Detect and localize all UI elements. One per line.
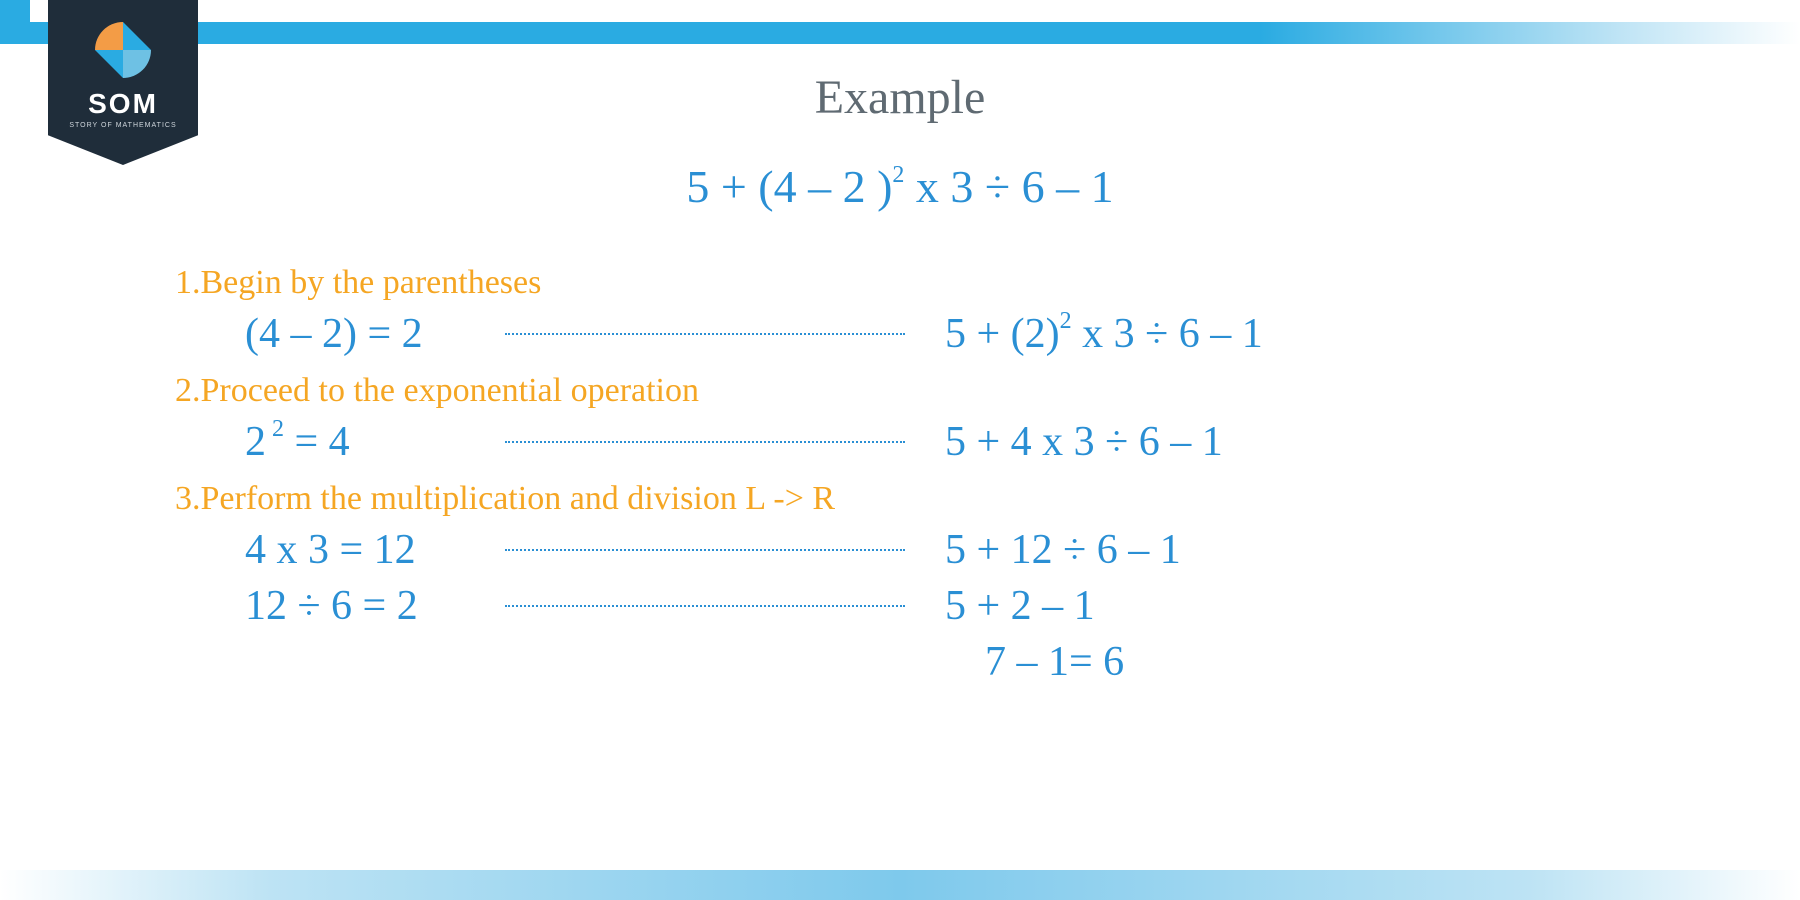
steps-container: 1.Begin by the parentheses (4 – 2) = 2 5… (175, 250, 1700, 696)
main-expression: 5 + (4 – 2 )2 x 3 ÷ 6 – 1 (0, 160, 1800, 213)
left-expression: 12 ÷ 6 = 2 (175, 582, 485, 630)
step-label-1: 1.Begin by the parentheses (175, 264, 1700, 302)
bottom-bar (0, 870, 1800, 900)
step-row: 2 2 = 4 5 + 4 x 3 ÷ 6 – 1 (175, 418, 1700, 466)
expr-post: x 3 ÷ 6 – 1 (904, 161, 1113, 212)
step-label-2: 2.Proceed to the exponential operation (175, 372, 1700, 410)
left-expression: (4 – 2) = 2 (175, 310, 485, 358)
left-expression: 4 x 3 = 12 (175, 526, 485, 574)
expr-pre: 5 + (4 – 2 ) (686, 161, 892, 212)
top-bar (0, 22, 1800, 44)
connector-line (505, 605, 905, 607)
final-rows: 7 – 1= 6 (985, 638, 1700, 686)
step-row: 7 – 1= 6 (985, 638, 1700, 686)
expr-exponent: 2 (892, 162, 904, 188)
step-row: 12 ÷ 6 = 2 5 + 2 – 1 (175, 582, 1700, 630)
step-label-3: 3.Perform the multiplication and divisio… (175, 480, 1700, 518)
right-expression: 5 + (2)2 x 3 ÷ 6 – 1 (925, 310, 1385, 358)
step-row: 4 x 3 = 12 5 + 12 ÷ 6 – 1 (175, 526, 1700, 574)
right-expression: 5 + 2 – 1 (925, 582, 1385, 630)
connector-line (505, 333, 905, 335)
connector-line (505, 549, 905, 551)
connector-line (505, 441, 905, 443)
right-expression: 5 + 4 x 3 ÷ 6 – 1 (925, 418, 1385, 466)
final-expression: 7 – 1= 6 (985, 638, 1445, 686)
left-expression: 2 2 = 4 (175, 418, 485, 466)
right-expression: 5 + 12 ÷ 6 – 1 (925, 526, 1385, 574)
page-title: Example (0, 70, 1800, 125)
top-bar-notch (0, 0, 30, 22)
step-row: (4 – 2) = 2 5 + (2)2 x 3 ÷ 6 – 1 (175, 310, 1700, 358)
